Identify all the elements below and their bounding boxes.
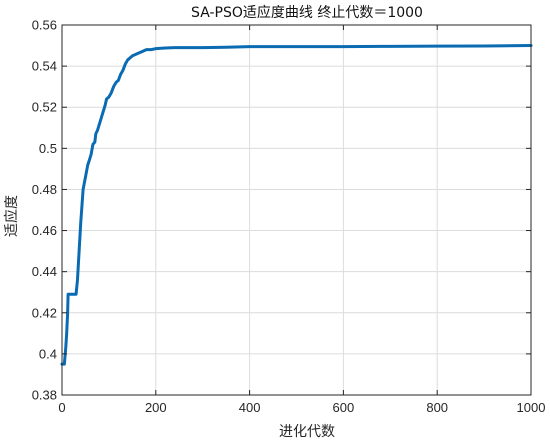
x-tick-label: 600 — [333, 400, 355, 415]
y-tick-label: 0.38 — [32, 388, 57, 403]
y-tick-label: 0.5 — [39, 141, 57, 156]
grid — [61, 24, 532, 396]
x-tick-label: 200 — [145, 400, 167, 415]
y-tick-label: 0.56 — [32, 18, 57, 33]
x-tick-label: 800 — [426, 400, 448, 415]
chart-title: SA-PSO适应度曲线 终止代数＝1000 — [191, 4, 423, 21]
x-axis-label: 进化代数 — [279, 424, 335, 440]
y-tick-label: 0.52 — [32, 100, 57, 115]
y-tick-label: 0.54 — [32, 59, 57, 74]
ticks: 0 200 400 600 800 1000 0.38 0.4 0.42 0.44 0.46 0.48… — [32, 18, 546, 416]
y-tick-label: 0.4 — [39, 346, 57, 361]
series-layer — [60, 44, 533, 366]
y-tick-label: 0.44 — [32, 264, 57, 279]
axes-box — [61, 24, 532, 396]
axes — [61, 24, 532, 396]
y-axis-label: 适应度 — [3, 195, 20, 237]
y-tick-label: 0.48 — [32, 182, 57, 197]
series-line — [60, 44, 533, 366]
x-tick-label: 0 — [58, 400, 65, 415]
x-tick-label: 1000 — [517, 400, 546, 415]
y-tick-label: 0.46 — [32, 223, 57, 238]
y-tick-label: 0.42 — [32, 305, 57, 320]
x-tick-label: 400 — [239, 400, 261, 415]
